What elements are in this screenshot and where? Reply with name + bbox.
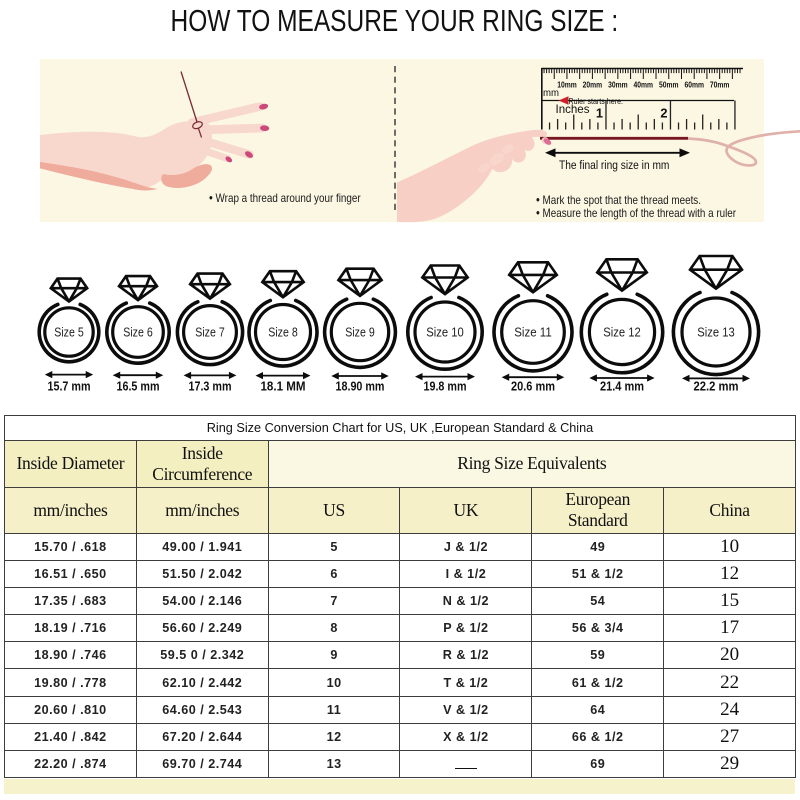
svg-text:30mm: 30mm xyxy=(608,81,628,90)
svg-text:21.4 mm: 21.4 mm xyxy=(600,380,644,394)
svg-text:40mm: 40mm xyxy=(634,81,654,90)
svg-text:Size 13: Size 13 xyxy=(697,325,735,340)
svg-text:Size 12: Size 12 xyxy=(603,325,641,340)
svg-text:Inches: Inches xyxy=(556,102,590,116)
svg-text:60mm: 60mm xyxy=(684,81,704,90)
svg-text:Size 9: Size 9 xyxy=(345,325,375,340)
svg-text:19.8 mm: 19.8 mm xyxy=(424,380,467,394)
svg-text:18.90 mm: 18.90 mm xyxy=(336,380,385,394)
svg-text:10mm: 10mm xyxy=(557,81,577,90)
svg-text:20.6 mm: 20.6 mm xyxy=(511,380,555,394)
svg-text:mm: mm xyxy=(543,87,559,99)
svg-text:70mm: 70mm xyxy=(710,81,730,90)
svg-text:50mm: 50mm xyxy=(659,81,679,90)
svg-text:2: 2 xyxy=(660,106,667,121)
svg-text:20mm: 20mm xyxy=(583,81,603,90)
svg-text:Size 8: Size 8 xyxy=(268,325,298,340)
svg-text:Ruler starts here.: Ruler starts here. xyxy=(569,96,624,106)
svg-text:Size 7: Size 7 xyxy=(195,325,225,340)
svg-text:1: 1 xyxy=(596,106,603,121)
svg-text:22.2 mm: 22.2 mm xyxy=(694,380,739,394)
svg-text:16.5 mm: 16.5 mm xyxy=(117,380,160,394)
svg-text:15.7 mm: 15.7 mm xyxy=(48,380,91,394)
svg-text:Size 5: Size 5 xyxy=(54,325,84,340)
svg-text:Size 10: Size 10 xyxy=(426,325,464,340)
svg-text:17.3 mm: 17.3 mm xyxy=(189,380,232,394)
svg-text:Size 6: Size 6 xyxy=(123,325,153,340)
svg-text:18.1 MM: 18.1 MM xyxy=(261,380,306,394)
svg-text:Size 11: Size 11 xyxy=(514,325,552,340)
